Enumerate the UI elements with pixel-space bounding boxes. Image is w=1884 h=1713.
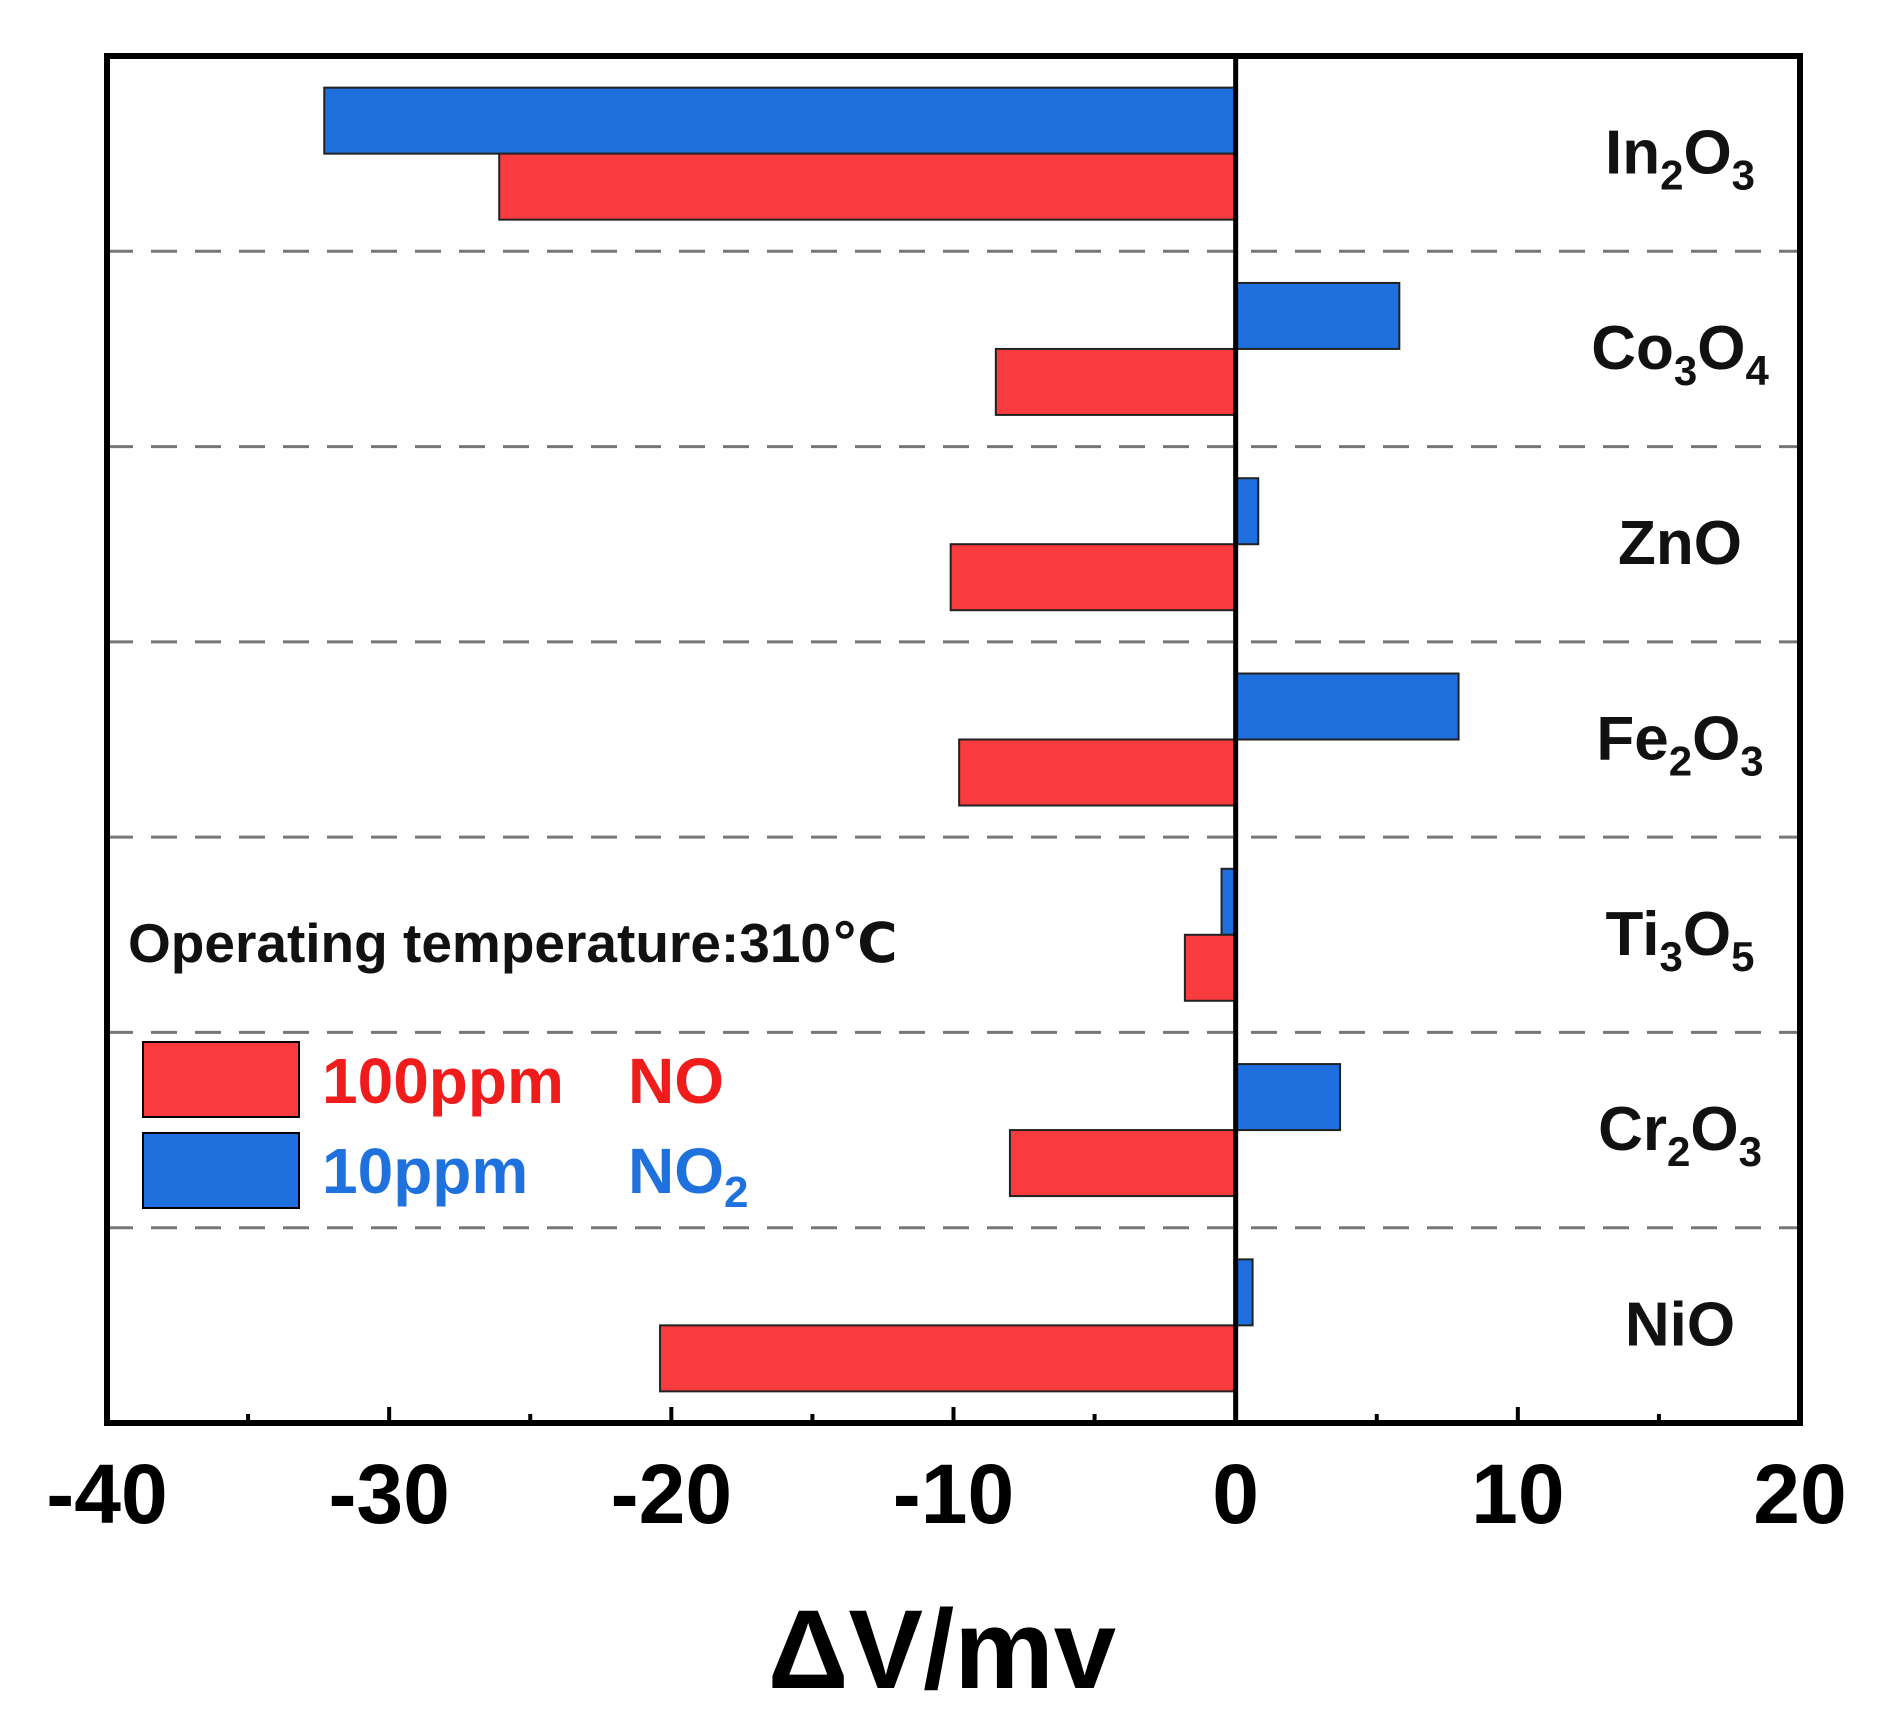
legend: 100ppm NO 10ppm NO2 [140,1037,765,1225]
bar-no-5 [1008,1129,1237,1198]
bar-no2-0 [323,86,1237,155]
formula-part: ZnO [1618,509,1742,578]
bar-no-6 [659,1324,1237,1393]
category-label: Co3O4 [1591,314,1769,394]
formula-part: Cr [1598,1095,1667,1164]
formula-part: Co [1591,314,1674,383]
category-separators [107,249,1800,1230]
formula-subscript: 2 [1669,738,1692,785]
x-tick-label: -30 [328,1447,449,1541]
bar-no2-6 [1234,1258,1254,1327]
x-tick-label: -20 [611,1447,732,1541]
formula-part: O [1690,1095,1738,1164]
formula-part: O [1692,705,1740,774]
legend-no2-sub: 2 [724,1168,748,1217]
formula-subscript: 3 [1740,738,1763,785]
formula-part: O [1697,314,1745,383]
x-tick-label: -10 [893,1447,1014,1541]
formula-subscript: 2 [1667,1128,1690,1175]
category-label: NiO [1625,1290,1735,1359]
bar-no-3 [958,738,1237,807]
formula-subscript: 3 [1732,152,1755,199]
legend-no2-base: NO [628,1135,724,1207]
formula-subscript: 4 [1745,347,1769,394]
x-tick-label: 10 [1471,1447,1564,1541]
category-label: Cr2O3 [1598,1095,1762,1175]
legend-label-no-gas: NO [628,1045,724,1117]
formula-part: O [1683,900,1731,969]
formula-subscript: 3 [1660,933,1683,980]
bar-no2-5 [1234,1063,1342,1132]
bar-no-4 [1183,933,1237,1002]
formula-subscript: 2 [1660,152,1683,199]
bars [323,86,1460,1393]
formula-subscript: 3 [1674,347,1697,394]
category-label: In2O3 [1605,119,1755,199]
legend-label-no2-gas: NO2 [628,1135,748,1217]
formula-part: O [1683,119,1731,188]
legend-swatch-no2 [142,1132,300,1209]
formula-part: Ti [1606,900,1660,969]
bar-no2-2 [1234,477,1260,546]
x-ticks: -40 -30 -20 -10 0 10 20 [46,1407,1847,1541]
legend-swatch-no [142,1041,300,1118]
bar-no2-1 [1234,281,1401,350]
legend-label-no2-conc: 10ppm [322,1135,528,1207]
x-tick-label: 20 [1753,1447,1846,1541]
category-label: Fe2O3 [1596,705,1763,785]
bar-no-1 [994,347,1237,416]
annotation: Operating temperature:310℃ [128,912,898,974]
x-tick-label: -40 [46,1447,167,1541]
x-axis-label: ΔV/mv [768,1587,1116,1712]
category-label: Ti3O5 [1606,900,1755,980]
legend-label-no-conc: 100ppm [322,1045,564,1117]
bar-no2-3 [1234,672,1460,741]
formula-part: Fe [1596,705,1668,774]
formula-subscript: 3 [1739,1128,1762,1175]
formula-part: NiO [1625,1290,1735,1359]
category-label: ZnO [1618,509,1742,578]
formula-subscript: 5 [1731,933,1754,980]
x-tick-label: 0 [1212,1447,1259,1541]
bar-no-2 [949,543,1237,612]
formula-part: In [1605,119,1660,188]
bar-no-0 [498,152,1237,221]
